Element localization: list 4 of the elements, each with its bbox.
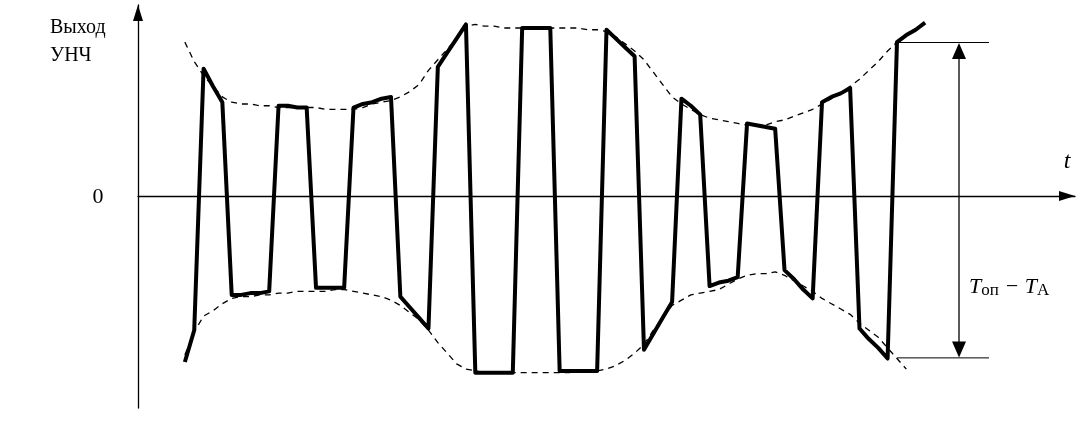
x-axis-title: t <box>1063 146 1072 173</box>
y-axis-title: Выход УНЧ <box>50 15 106 65</box>
text: 0 <box>92 183 104 209</box>
annotation: Tоп − TA <box>968 273 1050 300</box>
